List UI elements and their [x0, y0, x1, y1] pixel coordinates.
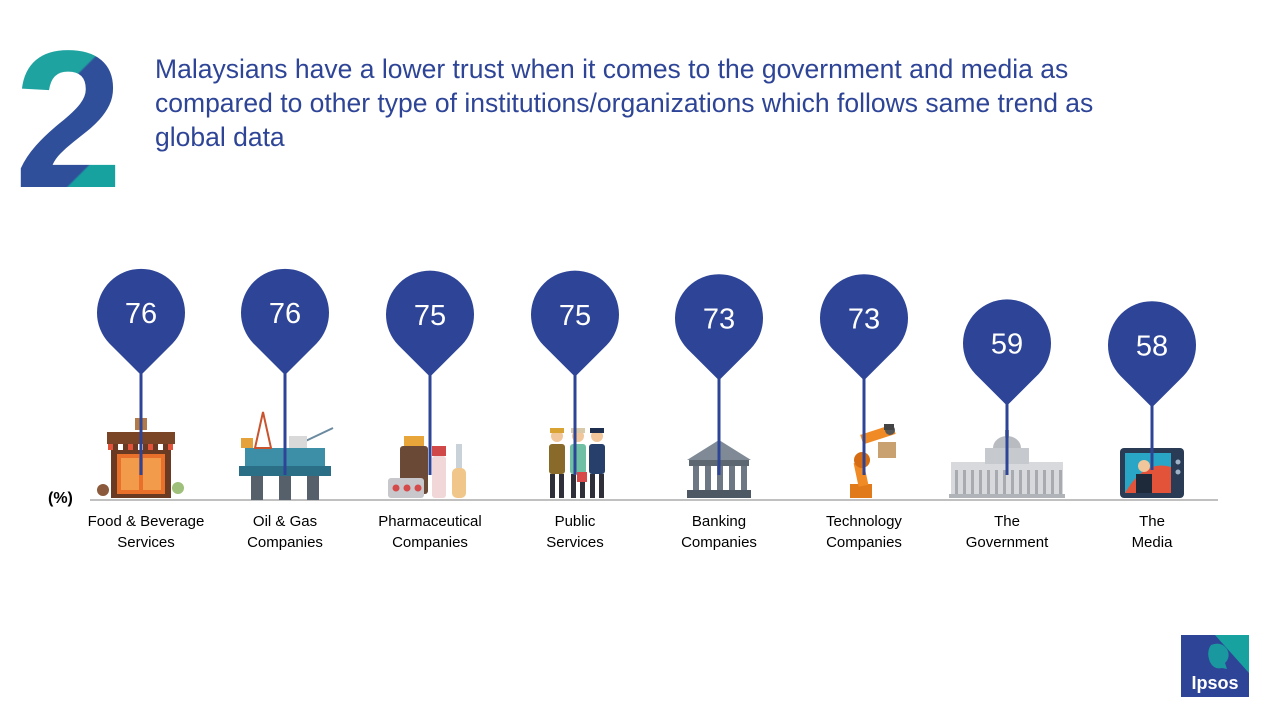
- data-label: 73: [703, 303, 735, 335]
- category-label: Banking Companies: [644, 511, 794, 553]
- category-label: Food & Beverage Services: [71, 511, 221, 553]
- category-label-line: Pharmaceutical: [378, 513, 482, 530]
- ipsos-logo: Ipsos: [1181, 635, 1249, 697]
- category-label: The Media: [1077, 511, 1227, 553]
- trust-marker: 58: [1108, 301, 1197, 470]
- data-label: 58: [1136, 330, 1168, 362]
- government-building-icon: [949, 430, 1065, 498]
- trust-marker: 76: [97, 268, 185, 475]
- category-label: Pharmaceutical Companies: [355, 511, 505, 553]
- cafe-icon: [97, 418, 184, 498]
- marker-pin: [819, 274, 908, 381]
- marker-pin: [386, 270, 475, 377]
- slide-number: 2: [14, 10, 123, 229]
- data-label: 73: [848, 303, 880, 335]
- trust-marker: 76: [241, 268, 329, 475]
- icons-layer: [97, 411, 1184, 500]
- medicine-icon: [388, 436, 466, 498]
- ipsos-logo-text: Ipsos: [1191, 673, 1238, 693]
- category-label-line: The: [994, 513, 1020, 530]
- category-label: Oil & Gas Companies: [210, 511, 360, 553]
- category-label-line: Companies: [392, 534, 468, 551]
- marker-pin: [97, 268, 185, 375]
- category-label-line: Companies: [826, 534, 902, 551]
- unit-label: (%): [48, 490, 73, 507]
- category-label-line: Companies: [681, 534, 757, 551]
- tv-news-icon: [1120, 448, 1184, 498]
- category-label-line: Food & Beverage: [87, 513, 205, 530]
- category-label-line: Public: [554, 513, 596, 530]
- category-label-line: Oil & Gas: [252, 513, 318, 530]
- category-label: The Government: [932, 511, 1082, 553]
- trust-marker: 75: [386, 270, 475, 475]
- trust-marker: 75: [531, 270, 619, 475]
- marker-pin: [531, 270, 619, 377]
- public-workers-icon: [549, 428, 605, 498]
- category-label-line: Companies: [247, 534, 323, 551]
- marker-pin: [675, 274, 763, 381]
- category-label: Technology Companies: [789, 511, 939, 553]
- trust-marker: 73: [819, 274, 908, 475]
- data-label: 75: [414, 300, 446, 332]
- category-label-line: The: [1139, 513, 1165, 530]
- trust-marker: 59: [962, 299, 1051, 475]
- data-label: 75: [559, 300, 591, 332]
- category-label-line: Media: [1131, 534, 1173, 551]
- markers-layer: 76 76 75 75 73 73 59 58: [97, 268, 1197, 475]
- marker-pin: [241, 268, 329, 375]
- data-label: 59: [991, 329, 1023, 361]
- category-label-line: Services: [546, 534, 604, 551]
- headline: Malaysians have a lower trust when it co…: [155, 54, 1094, 152]
- category-label-line: Banking: [691, 513, 747, 530]
- robot-arm-icon: [850, 424, 896, 498]
- category-label-line: Technology: [826, 513, 902, 530]
- marker-pin: [962, 299, 1051, 406]
- marker-pin: [1108, 301, 1197, 408]
- category-label-line: Services: [117, 534, 175, 551]
- data-label: 76: [269, 298, 301, 330]
- data-label: 76: [125, 298, 157, 330]
- trust-marker: 73: [675, 274, 763, 475]
- category-label: Public Services: [500, 511, 650, 553]
- category-label-line: Government: [965, 534, 1049, 551]
